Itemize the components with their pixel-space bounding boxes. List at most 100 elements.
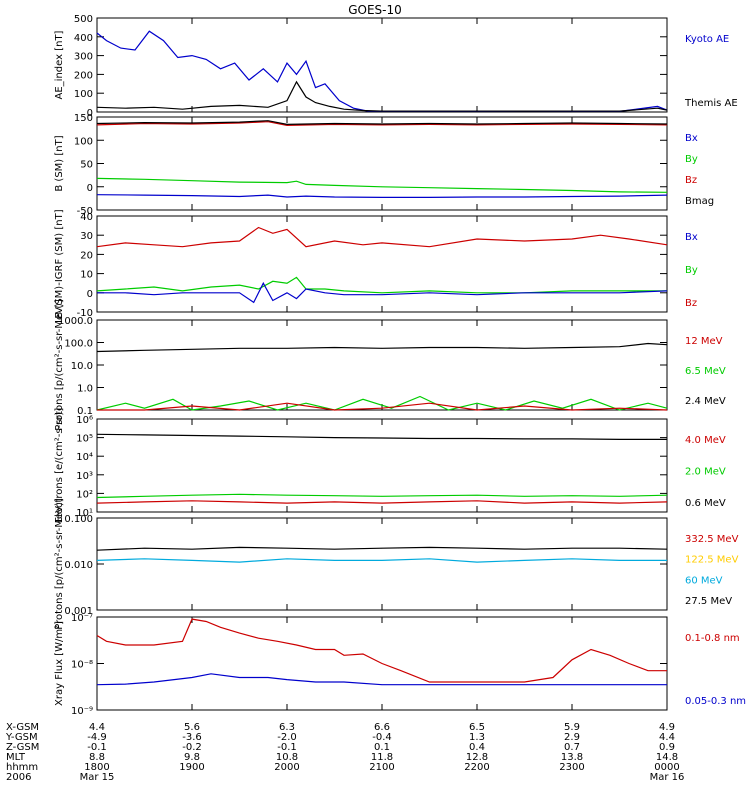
y-tick-label: 0.100 xyxy=(64,514,93,525)
legend-entry: Bz xyxy=(685,175,697,186)
ephemeris-value: -0.2 xyxy=(182,742,202,753)
panel-1: 0 100 200 300 400 500 AE_index [nT] Kyoto AE The… xyxy=(54,14,738,119)
plot-title: GOES-10 xyxy=(348,3,402,17)
ephemeris-row-label: MLT xyxy=(6,752,26,763)
panel-frame xyxy=(96,418,668,513)
legend-entry: 0.1-0.8 nm xyxy=(685,633,740,644)
y-axis-label: B (SM) [nT] xyxy=(54,135,65,191)
legend-entry: 2.4 MeV xyxy=(685,396,726,407)
ephemeris-value: 5.9 xyxy=(564,722,580,733)
series-line xyxy=(96,558,667,563)
ephemeris-value: -0.4 xyxy=(372,732,392,743)
y-tick-label: 10⁻⁷ xyxy=(71,613,93,624)
ephemeris-value: -2.0 xyxy=(277,732,297,743)
ephemeris-value: 12.8 xyxy=(466,752,488,763)
legend-entry: By xyxy=(685,265,698,276)
ephemeris-value: 6.3 xyxy=(279,722,295,733)
legend-entry: By xyxy=(685,154,698,165)
y-tick-label: 300 xyxy=(74,52,93,63)
series-line xyxy=(96,226,668,248)
ephemeris-value: 9.8 xyxy=(184,752,200,763)
series-line xyxy=(96,618,667,683)
series-line xyxy=(96,120,668,126)
series-line xyxy=(97,402,668,411)
ephemeris-value: 5.6 xyxy=(184,722,200,733)
y-tick-label: 10⁵ xyxy=(76,434,93,445)
y-tick-label: 0 xyxy=(87,183,93,194)
ephemeris-value: 14.8 xyxy=(656,752,678,763)
legend-entry: 2.0 MeV xyxy=(685,467,726,478)
legend-entry: Bz xyxy=(685,298,697,309)
y-tick-label: 100 xyxy=(74,89,93,100)
y-tick-label: 1.0 xyxy=(77,384,93,395)
legend-entry: 12 MeV xyxy=(685,336,723,347)
ephemeris-value: 1.3 xyxy=(469,732,485,743)
series-line xyxy=(96,433,667,440)
y-tick-label: 400 xyxy=(74,33,93,44)
ephemeris-value: 0000 xyxy=(654,762,679,773)
series-line xyxy=(96,500,668,504)
legend-entry: Themis AE xyxy=(684,98,738,109)
y-axis-label: B (SM)-IGRF (SM) [nT] xyxy=(54,209,65,318)
ephemeris-value: 0.1 xyxy=(374,742,390,753)
panel-frame xyxy=(96,319,668,411)
series-line xyxy=(96,121,668,127)
ephemeris-table: X-GSM 4.4 5.6 6.3 6.6 6.5 5.9 4.9Y-GSM -4.9 -3.6-… xyxy=(5,722,684,783)
ephemeris-value: 2.9 xyxy=(564,732,580,743)
ephemeris-value: -0.1 xyxy=(87,742,107,753)
series-line xyxy=(96,194,668,198)
series-line xyxy=(97,281,668,304)
ephemeris-value: 4.9 xyxy=(659,722,675,733)
ephemeris-value: -4.9 xyxy=(87,732,107,743)
series-line xyxy=(96,80,668,112)
y-axis-label: Xray Flux [W/m²] xyxy=(54,621,65,706)
y-tick-label: 30 xyxy=(80,231,93,242)
series-line xyxy=(96,276,667,294)
ephemeris-row-label: 2006 xyxy=(6,772,31,783)
ephemeris-value: 2000 xyxy=(274,762,299,773)
legend-entry: 122.5 MeV xyxy=(685,555,739,566)
y-tick-label: 10 xyxy=(80,270,93,281)
legend-entry: 0.6 MeV xyxy=(685,498,726,509)
series-line xyxy=(96,342,668,353)
y-tick-label: 100 xyxy=(74,136,93,147)
legend-entry: 332.5 MeV xyxy=(685,534,739,545)
y-tick-label: 50 xyxy=(80,160,93,171)
ephemeris-value: 0.4 xyxy=(469,742,485,753)
y-tick-label: 10⁴ xyxy=(76,452,93,463)
series-line xyxy=(96,546,668,551)
ephemeris-value: 1800 xyxy=(84,762,109,773)
y-tick-label: 0.010 xyxy=(64,560,93,571)
ephemeris-row-label: Y-GSM xyxy=(5,732,38,743)
y-tick-label: 150 xyxy=(74,113,93,124)
panel-frame xyxy=(96,17,668,113)
ephemeris-value: 0.9 xyxy=(659,742,675,753)
y-tick-label: 10⁻⁹ xyxy=(71,706,93,717)
legend-entry: 4.0 MeV xyxy=(685,435,726,446)
y-tick-label: 10¹ xyxy=(76,508,93,519)
y-tick-label: -50 xyxy=(77,206,93,217)
panel-7: 10⁻⁹ 10⁻⁸ 10⁻⁷ Xray Flux [W/m²] 0.1-0.8 nm 0.… xyxy=(54,613,746,717)
ephemeris-value: 6.6 xyxy=(374,722,390,733)
y-tick-label: 200 xyxy=(74,70,93,81)
y-axis-label: Protons [p/(cm²-s-sr-MeV)] xyxy=(54,299,65,431)
ephemeris-value: 6.5 xyxy=(469,722,485,733)
y-axis-label: Protons [p/(cm²-s-sr-MeV)] xyxy=(54,498,65,630)
panel-3: -10 0 10 20 30 40 B (SM)-IGRF (SM) [nT] Bx By Bz xyxy=(54,209,698,319)
y-tick-label: 0 xyxy=(87,289,93,300)
ephemeris-value: 0.7 xyxy=(564,742,580,753)
ephemeris-row-label: Z-GSM xyxy=(6,742,39,753)
ephemeris-value: 4.4 xyxy=(659,732,675,743)
y-tick-label: 0.001 xyxy=(64,606,93,617)
y-tick-label: 0 xyxy=(87,108,93,119)
ephemeris-value: Mar 15 xyxy=(80,772,115,783)
y-tick-label: 10⁻⁸ xyxy=(71,660,93,671)
ephemeris-value: -3.6 xyxy=(182,732,202,743)
ephemeris-value: 8.8 xyxy=(89,752,105,763)
legend-entry: Bmag xyxy=(685,196,714,207)
y-tick-label: 500 xyxy=(74,14,93,25)
y-tick-label: 10⁶ xyxy=(76,415,93,426)
ephemeris-value: Mar 16 xyxy=(650,772,685,783)
y-tick-label: 40 xyxy=(80,212,93,223)
